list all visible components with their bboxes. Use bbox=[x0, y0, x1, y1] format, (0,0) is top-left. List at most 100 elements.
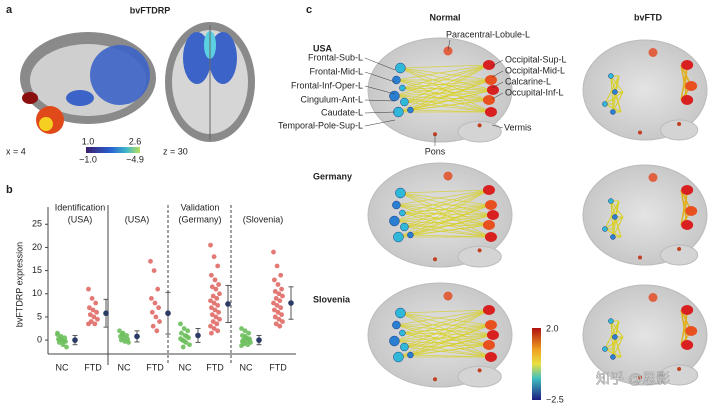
node bbox=[433, 132, 437, 137]
node bbox=[648, 293, 658, 302]
group-title: (USA) bbox=[68, 214, 93, 224]
panel-letter: c bbox=[306, 4, 312, 16]
node bbox=[477, 248, 482, 253]
x-tick-label: FTD bbox=[84, 362, 102, 372]
leader-line bbox=[491, 124, 504, 129]
connection bbox=[402, 324, 491, 334]
x-tick-label: NC bbox=[56, 362, 69, 372]
data-point bbox=[277, 323, 283, 329]
node bbox=[477, 123, 482, 128]
data-point bbox=[239, 326, 244, 331]
connection bbox=[394, 204, 492, 222]
node bbox=[482, 305, 495, 315]
data-point bbox=[239, 343, 244, 349]
data-point bbox=[181, 338, 187, 344]
connection bbox=[612, 91, 624, 113]
data-point bbox=[209, 284, 215, 290]
node bbox=[608, 73, 614, 79]
data-point bbox=[217, 291, 222, 297]
data-point bbox=[184, 333, 190, 339]
node bbox=[602, 226, 608, 232]
node bbox=[389, 215, 400, 227]
node bbox=[486, 330, 499, 340]
leader-line bbox=[364, 57, 396, 71]
cerebellum bbox=[457, 120, 502, 143]
region-label: Frontal-Inf-Oper-L bbox=[291, 80, 363, 90]
data-point bbox=[208, 298, 213, 304]
node bbox=[482, 95, 495, 105]
cerebellum bbox=[660, 364, 699, 386]
data-point bbox=[60, 342, 66, 348]
leader-line bbox=[364, 111, 396, 114]
leader-line bbox=[364, 85, 396, 95]
y-axis-label: bvFTDRP expression bbox=[14, 242, 24, 327]
node bbox=[681, 220, 694, 230]
leader-line bbox=[447, 39, 451, 51]
connection bbox=[404, 79, 492, 103]
connection bbox=[394, 214, 493, 222]
node bbox=[484, 75, 497, 85]
region-labels: Frontal-Sub-L Frontal-Mid-L Frontal-Inf-Op… bbox=[278, 29, 567, 156]
connection bbox=[604, 216, 624, 230]
data-point bbox=[213, 314, 219, 320]
node bbox=[648, 48, 658, 57]
cerebellum bbox=[660, 119, 699, 141]
connection bbox=[398, 324, 492, 358]
data-point bbox=[86, 321, 91, 327]
data-point bbox=[87, 312, 93, 318]
connection bbox=[394, 79, 492, 97]
node bbox=[612, 214, 618, 220]
colorbar bbox=[86, 147, 140, 153]
data-point bbox=[150, 323, 156, 329]
data-point bbox=[117, 328, 122, 334]
x-tick-label: NC bbox=[118, 362, 131, 372]
data-point bbox=[276, 316, 282, 322]
data-point bbox=[209, 312, 215, 318]
node bbox=[443, 46, 453, 56]
region-label: Temporal-Pole-Sup-L bbox=[278, 120, 363, 130]
connection bbox=[398, 334, 494, 358]
slice-label: z = 30 bbox=[163, 146, 188, 156]
node bbox=[389, 335, 400, 347]
region-label: Pons bbox=[425, 146, 446, 156]
data-point bbox=[90, 307, 96, 313]
mean-point bbox=[225, 301, 231, 307]
node bbox=[433, 257, 437, 262]
connection bbox=[394, 95, 492, 113]
data-point bbox=[118, 337, 124, 343]
sagittal-brain bbox=[20, 32, 156, 134]
node bbox=[395, 187, 406, 199]
data-point bbox=[153, 314, 159, 320]
node bbox=[392, 200, 401, 210]
data-point bbox=[180, 344, 186, 350]
region-label: Occupital-Inf-L bbox=[505, 87, 564, 97]
y-tick-label: 0 bbox=[37, 334, 42, 344]
node bbox=[433, 377, 437, 382]
column-header: Normal bbox=[429, 12, 460, 22]
cerebellum bbox=[457, 365, 502, 388]
data-point bbox=[64, 344, 69, 350]
data-point bbox=[246, 336, 252, 342]
node bbox=[685, 326, 698, 336]
cerebellum bbox=[457, 245, 502, 268]
connection bbox=[396, 79, 493, 91]
data-point bbox=[210, 293, 216, 299]
brain-outline bbox=[582, 284, 708, 386]
data-point bbox=[91, 314, 97, 320]
connection bbox=[410, 189, 490, 236]
data-point bbox=[240, 339, 245, 344]
region-label: Occipital-Sup-L bbox=[505, 54, 567, 64]
region-label: Vermis bbox=[504, 122, 532, 132]
data-point bbox=[214, 296, 220, 301]
node bbox=[638, 130, 642, 135]
strip-chart: 0 5 10 15 20 25 bvFTDRP expression Identificati… bbox=[14, 202, 296, 372]
colorbar-label: 2.0 bbox=[546, 323, 559, 333]
network-brains bbox=[367, 37, 708, 388]
axial-brain bbox=[165, 22, 255, 142]
connection bbox=[398, 204, 492, 238]
brain-outline bbox=[582, 39, 708, 141]
connection bbox=[402, 204, 491, 214]
node bbox=[484, 352, 497, 362]
connection bbox=[404, 204, 492, 228]
connection bbox=[402, 332, 490, 346]
